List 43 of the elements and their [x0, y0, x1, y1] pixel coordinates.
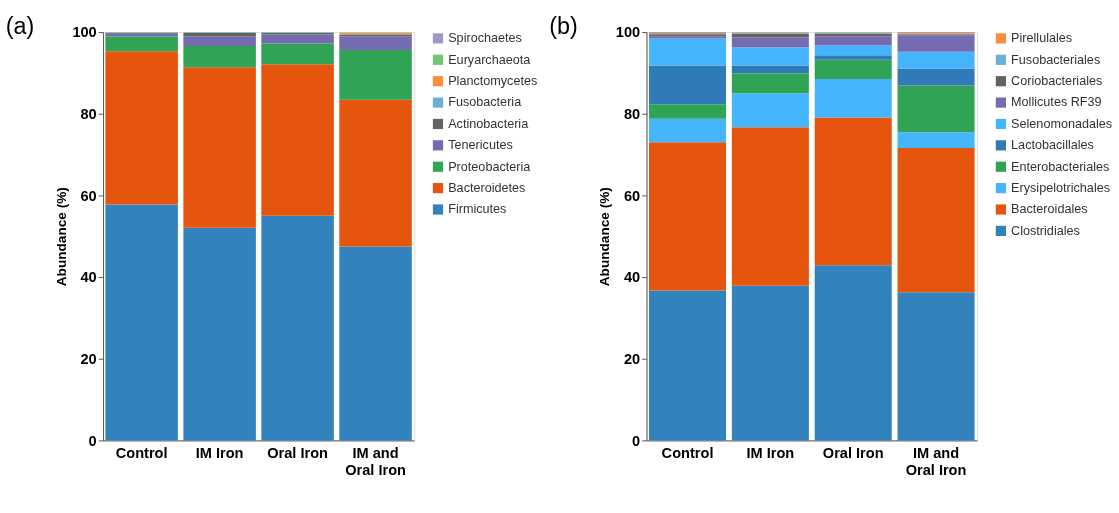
- x-tick-label: IM Iron: [746, 445, 795, 462]
- legend-label: Proteobacteria: [448, 159, 532, 174]
- text: (a): [5, 13, 35, 40]
- y-tick-label: 40: [623, 269, 641, 286]
- legend-label: Bacteroidales: [1011, 202, 1088, 217]
- y-tick-label: 0: [632, 432, 641, 449]
- y-tick-label: 40: [80, 269, 97, 286]
- legend-label: Planctomycetes: [448, 74, 538, 89]
- y-tick-label: 60: [623, 187, 641, 204]
- y-tick-label: 100: [615, 24, 641, 41]
- x-tick-label: IM Iron: [195, 445, 244, 462]
- y-axis-title: Abundance (%): [597, 187, 613, 287]
- legend-label: Actinobacteria: [448, 116, 530, 131]
- x-tick-label: Oral Iron: [822, 445, 884, 462]
- x-tick-label: Oral Iron: [267, 445, 328, 462]
- legend-label: Fusobacteria: [448, 95, 523, 110]
- legend-label: Clostridiales: [1011, 223, 1080, 238]
- y-tick-label: 0: [88, 432, 97, 449]
- x-tick-label: IM and Oral Iron: [905, 445, 967, 478]
- legend-label: Selenomonadales: [1011, 116, 1113, 131]
- legend-label: Mollicutes RF39: [1011, 95, 1102, 110]
- y-tick-label: 100: [72, 24, 97, 41]
- legend-label: Lactobacillales: [1011, 138, 1094, 153]
- legend-label: Pirellulales: [1011, 31, 1073, 46]
- y-tick-label: 60: [80, 187, 97, 204]
- legend-label: Euryarchaeota: [448, 52, 532, 67]
- y-tick-label: 20: [80, 351, 97, 368]
- y-tick-label: 80: [80, 106, 97, 123]
- legend-label: Enterobacteriales: [1011, 159, 1110, 174]
- x-tick-label: Control: [661, 445, 714, 462]
- y-tick-label: 20: [623, 351, 641, 368]
- y-axis-title: Abundance (%): [53, 187, 69, 287]
- legend-label: Fusobacteriales: [1011, 52, 1101, 67]
- legend-label: Tenericutes: [448, 138, 513, 153]
- legend-label: Firmicutes: [448, 202, 507, 217]
- legend-label: Spirochaetes: [448, 31, 522, 46]
- x-tick-label: IM and Oral Iron: [345, 445, 406, 478]
- text: (b): [549, 13, 578, 40]
- legend-label: Coriobacteriales: [1011, 74, 1103, 89]
- legend-label: Bacteroidetes: [448, 181, 526, 196]
- x-tick-label: Control: [115, 445, 168, 462]
- y-tick-label: 80: [623, 106, 641, 123]
- legend-label: Erysipelotrichales: [1011, 181, 1111, 196]
